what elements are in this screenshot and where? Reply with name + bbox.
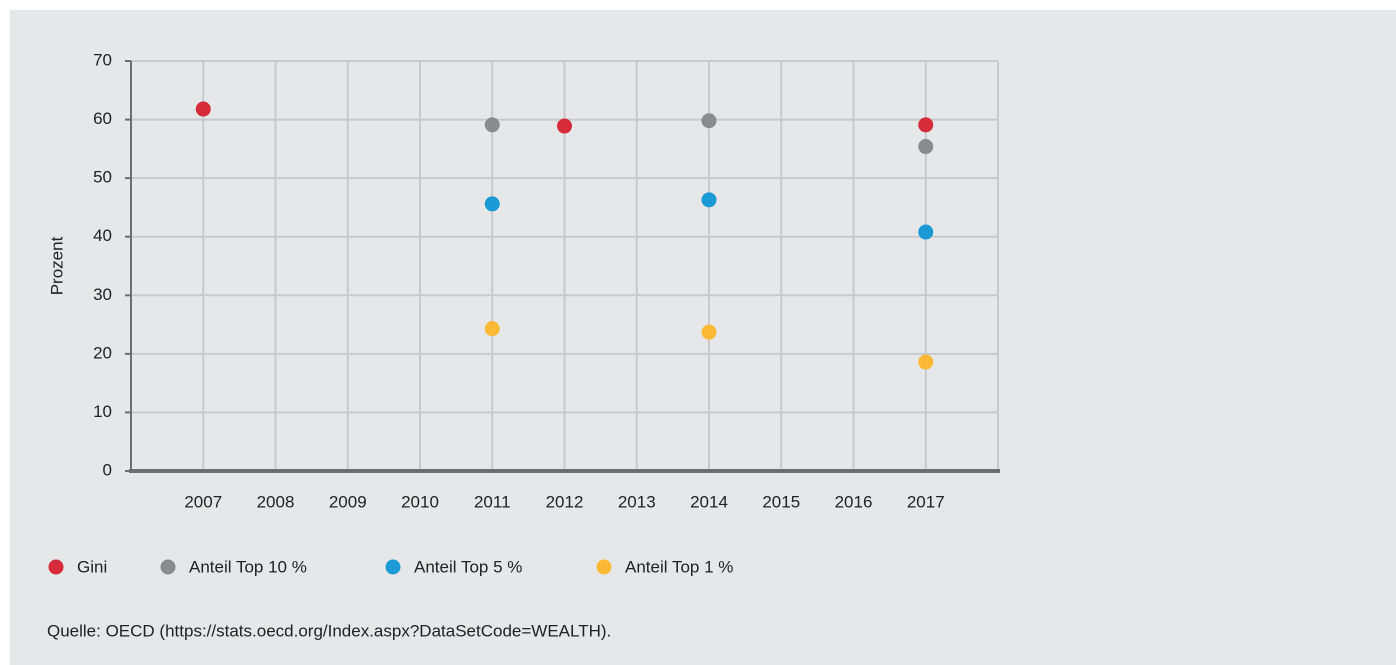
data-point <box>918 354 934 370</box>
x-tick-label: 2007 <box>184 492 222 511</box>
legend-label: Anteil Top 5 % <box>414 557 522 576</box>
data-point <box>701 192 717 208</box>
y-tick-label: 10 <box>93 402 112 421</box>
x-tick-label: 2010 <box>401 492 439 511</box>
data-point <box>701 113 717 129</box>
legend-marker <box>596 559 612 575</box>
legend-label: Anteil Top 10 % <box>189 557 307 576</box>
legend-label: Gini <box>77 557 107 576</box>
data-point <box>484 321 500 337</box>
legend-marker <box>385 559 401 575</box>
x-tick-label: 2015 <box>762 492 800 511</box>
data-point <box>918 139 934 155</box>
data-point <box>484 196 500 212</box>
legend-marker <box>48 559 64 575</box>
x-tick-label: 2013 <box>618 492 656 511</box>
x-tick-label: 2012 <box>546 492 584 511</box>
y-tick-label: 70 <box>93 50 112 69</box>
y-axis-label: Prozent <box>47 236 66 295</box>
x-tick-label: 2008 <box>257 492 295 511</box>
y-tick-label: 30 <box>93 285 112 304</box>
data-point <box>701 324 717 340</box>
x-tick-label: 2009 <box>329 492 367 511</box>
data-point <box>484 117 500 133</box>
legend-label: Anteil Top 1 % <box>625 557 733 576</box>
x-tick-label: 2016 <box>835 492 873 511</box>
source-note: Quelle: OECD (https://stats.oecd.org/Ind… <box>47 621 611 640</box>
y-tick-label: 50 <box>93 168 112 187</box>
y-tick-label: 40 <box>93 226 112 245</box>
legend-marker <box>160 559 176 575</box>
data-point <box>918 224 934 240</box>
x-tick-label: 2014 <box>690 492 728 511</box>
data-point <box>557 118 572 134</box>
x-tick-label: 2011 <box>474 492 511 511</box>
y-tick-label: 20 <box>93 343 112 362</box>
y-tick-label: 0 <box>103 460 112 479</box>
y-tick-label: 60 <box>93 109 112 128</box>
data-point <box>195 101 211 117</box>
x-tick-label: 2017 <box>907 492 945 511</box>
data-point <box>918 117 934 133</box>
